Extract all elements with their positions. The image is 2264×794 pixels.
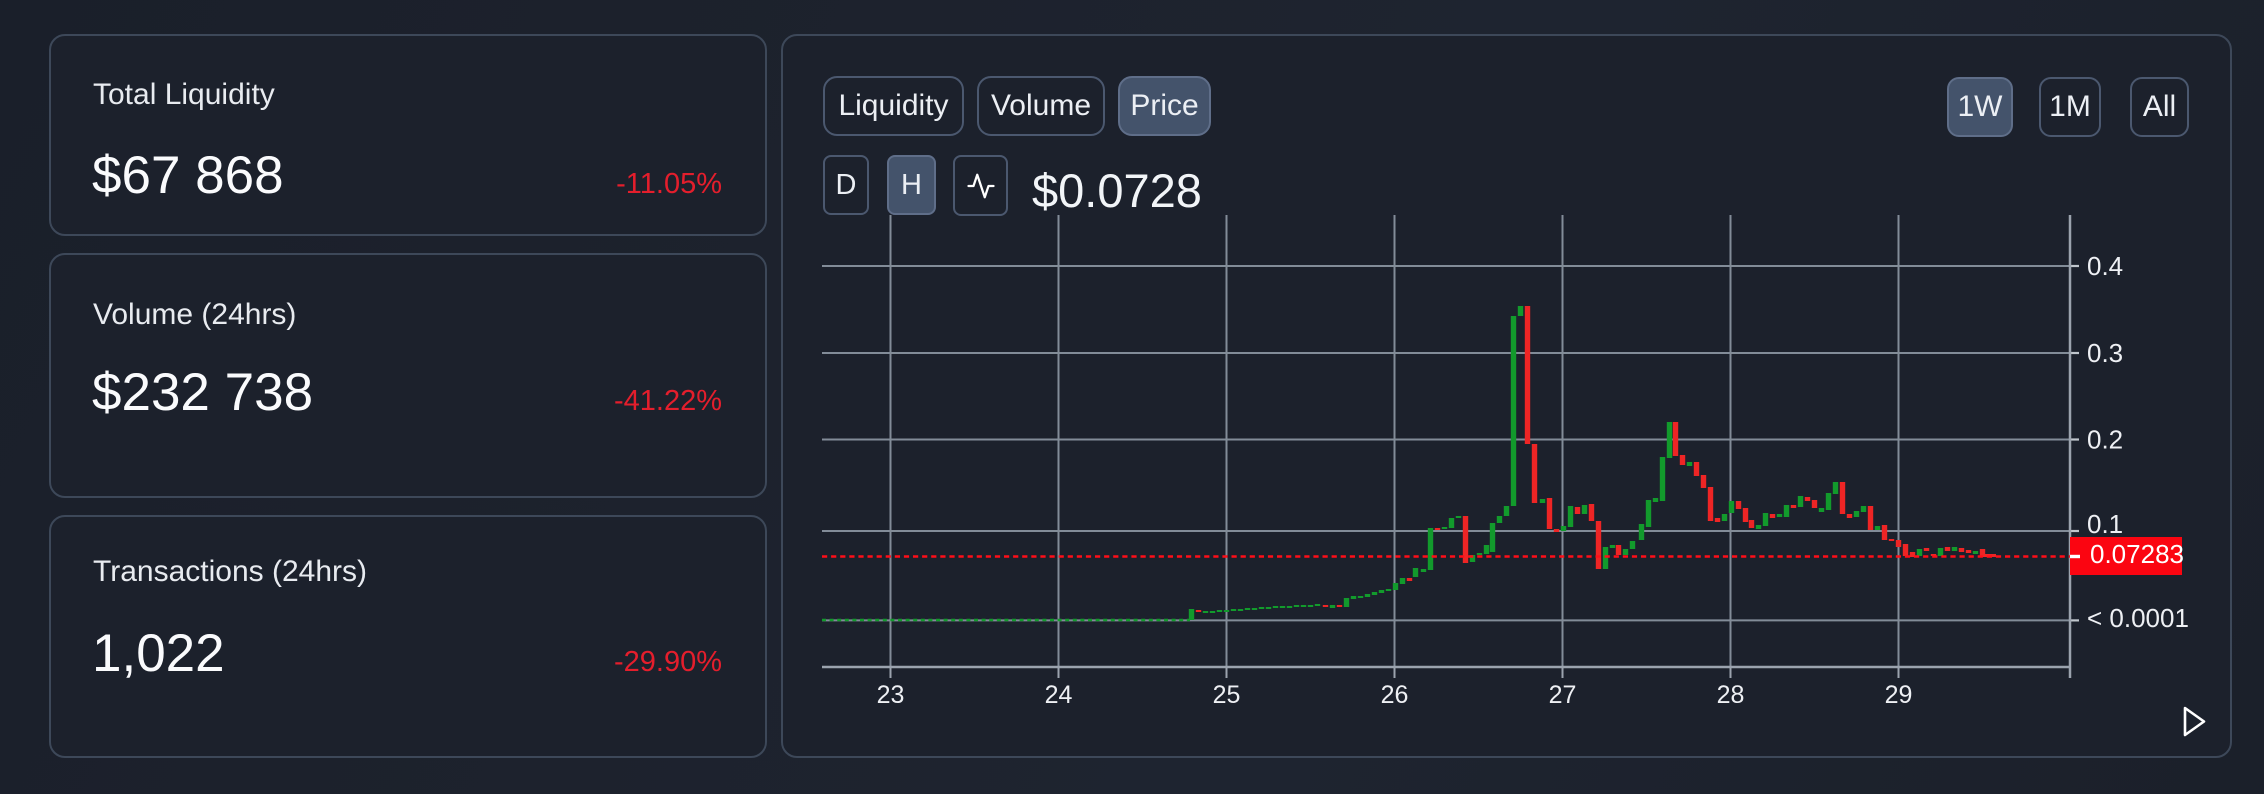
svg-text:29: 29 <box>1885 681 1913 709</box>
svg-text:27: 27 <box>1549 681 1577 709</box>
svg-text:< 0.0001: < 0.0001 <box>2087 603 2189 633</box>
svg-text:0.07283: 0.07283 <box>2090 539 2184 569</box>
svg-text:23: 23 <box>877 681 905 709</box>
svg-text:26: 26 <box>1381 681 1409 709</box>
svg-text:0.3: 0.3 <box>2087 338 2123 368</box>
svg-text:24: 24 <box>1045 681 1073 709</box>
svg-text:0.2: 0.2 <box>2087 425 2123 455</box>
svg-text:0.1: 0.1 <box>2087 509 2123 539</box>
svg-text:0.4: 0.4 <box>2087 251 2123 281</box>
svg-text:28: 28 <box>1717 681 1745 709</box>
svg-text:25: 25 <box>1213 681 1241 709</box>
